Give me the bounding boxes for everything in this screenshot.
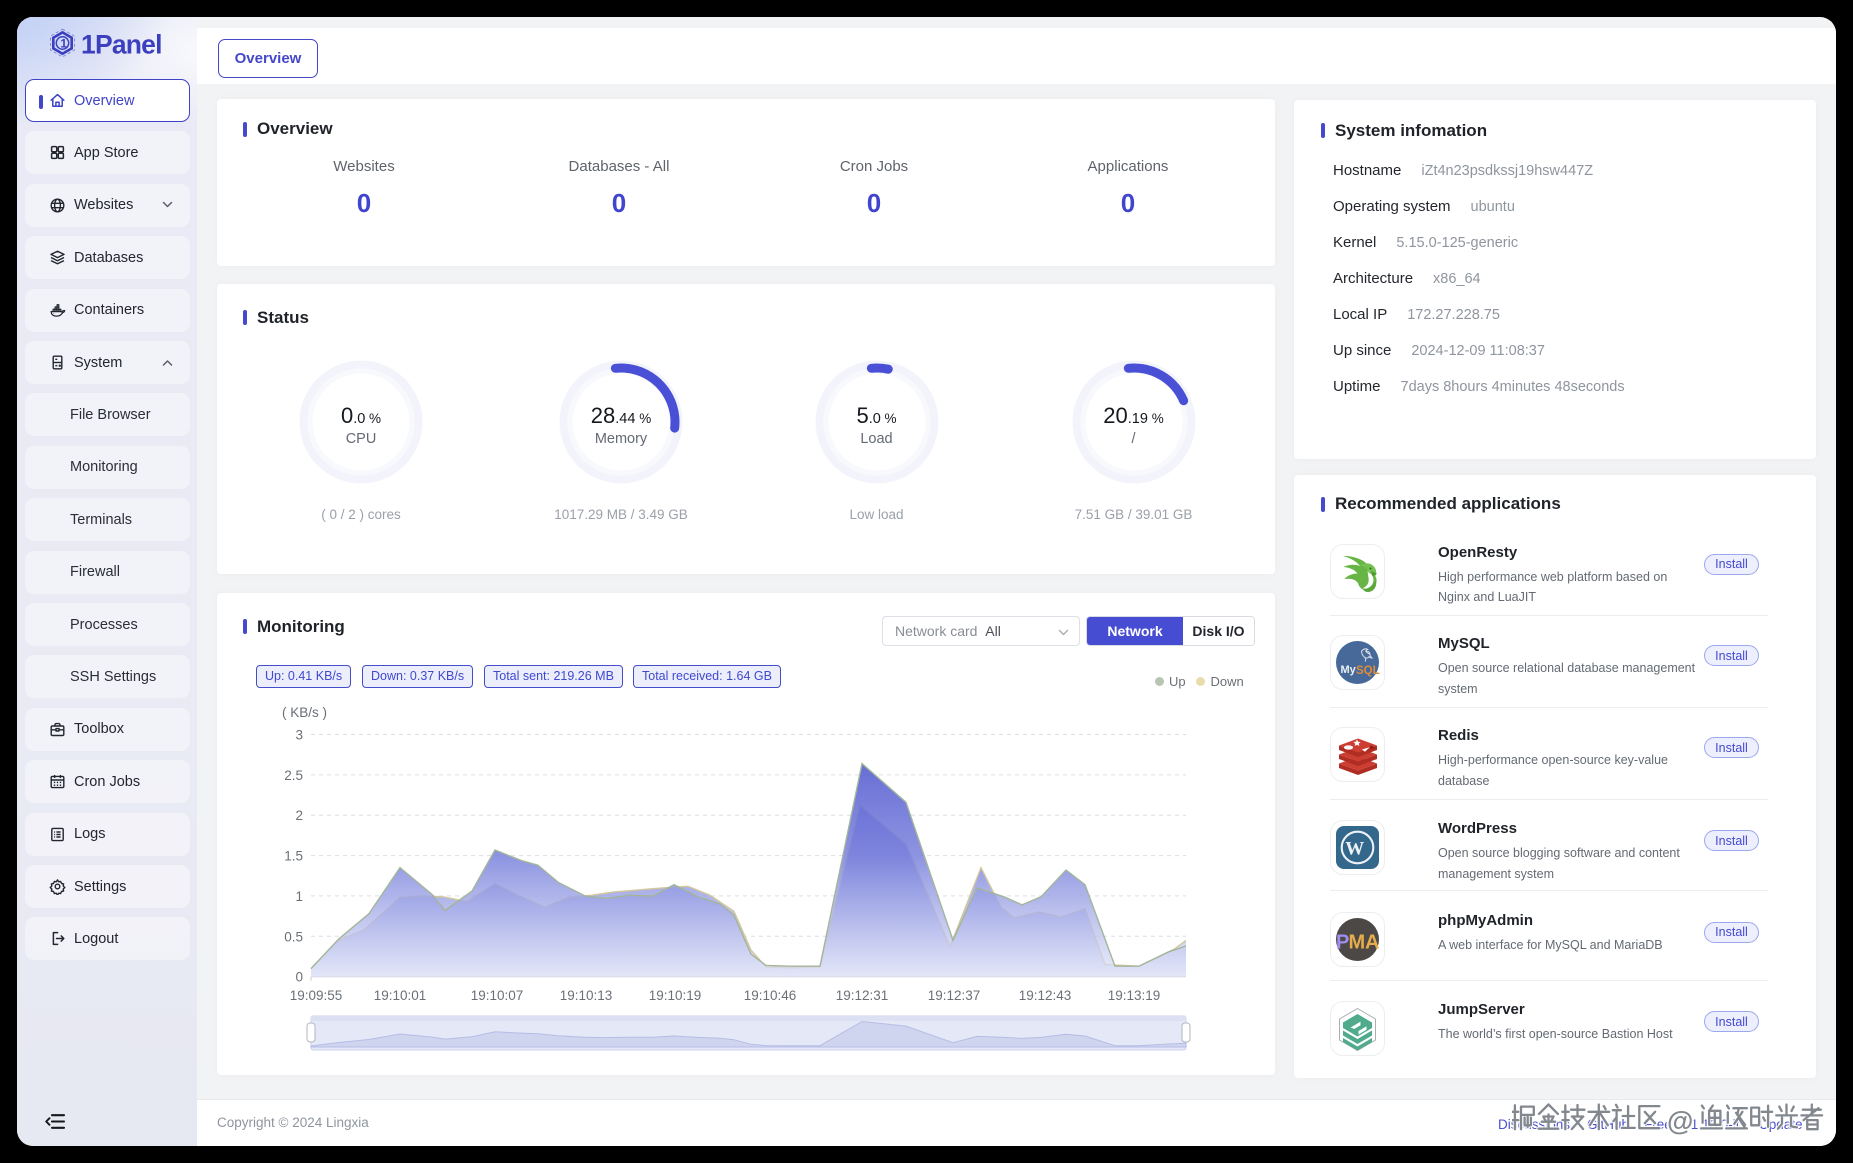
svg-text:19:09:55: 19:09:55: [290, 988, 343, 1003]
svg-text:19:10:46: 19:10:46: [744, 988, 797, 1003]
svg-text:19:10:19: 19:10:19: [649, 988, 702, 1003]
svg-text:19:13:19: 19:13:19: [1108, 988, 1161, 1003]
svg-text:2.5: 2.5: [284, 767, 303, 782]
svg-text:19:10:01: 19:10:01: [374, 988, 427, 1003]
svg-text:19:12:37: 19:12:37: [928, 988, 981, 1003]
svg-text:1: 1: [60, 37, 67, 51]
svg-text:0: 0: [295, 969, 303, 984]
svg-text:@: @: [1667, 1106, 1693, 1136]
svg-text:1Panel: 1Panel: [81, 30, 162, 60]
svg-text:1: 1: [295, 888, 303, 903]
svg-text:0.5: 0.5: [284, 929, 303, 944]
svg-text:My: My: [1341, 664, 1357, 676]
svg-text:19:10:07: 19:10:07: [471, 988, 524, 1003]
svg-text:SQL: SQL: [1356, 665, 1380, 677]
svg-text:M: M: [1349, 931, 1366, 953]
svg-text:2: 2: [295, 808, 303, 823]
svg-text:19:10:13: 19:10:13: [560, 988, 613, 1003]
svg-text:@: @: [1667, 1106, 1693, 1136]
svg-text:19:12:31: 19:12:31: [836, 988, 889, 1003]
svg-text:A: A: [1365, 931, 1379, 953]
svg-text:3: 3: [295, 727, 303, 742]
svg-text:19:12:43: 19:12:43: [1019, 988, 1072, 1003]
svg-text:W: W: [1345, 839, 1364, 860]
svg-text:1.5: 1.5: [284, 848, 303, 863]
svg-text:( KB/s ): ( KB/s ): [282, 705, 327, 720]
svg-text:P: P: [1336, 931, 1349, 953]
